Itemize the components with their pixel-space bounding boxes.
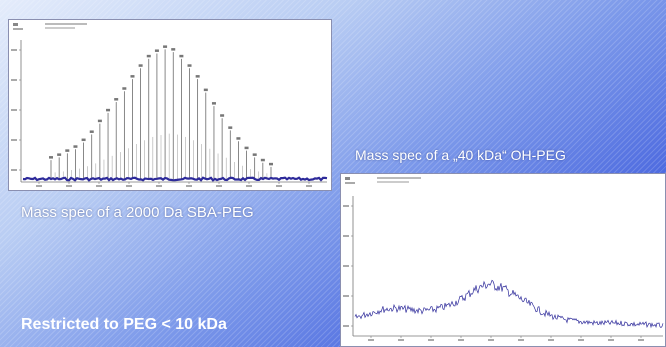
peak-label xyxy=(171,48,176,51)
y-tick-group xyxy=(343,205,353,327)
peak-label xyxy=(203,88,208,92)
peak-label xyxy=(106,108,111,112)
x-tick-group xyxy=(36,182,312,187)
baseline-trace xyxy=(22,176,328,182)
x-tick-label xyxy=(638,339,644,341)
y-tick-group xyxy=(11,49,21,171)
peak-label xyxy=(252,153,257,156)
x-tick-label xyxy=(578,339,584,341)
header-mark xyxy=(345,182,355,184)
x-tick-label xyxy=(518,339,524,341)
peak-label xyxy=(89,130,94,133)
y-tick-label xyxy=(11,49,17,51)
mass-spec-plot-left xyxy=(11,23,328,187)
x-tick-label xyxy=(36,185,42,187)
x-tick-label xyxy=(66,185,72,187)
chart-header-left xyxy=(13,23,87,30)
header-mark xyxy=(345,177,350,180)
peak-group xyxy=(49,45,273,179)
x-tick-label xyxy=(306,185,312,187)
header-mark xyxy=(45,23,87,25)
peak-label xyxy=(138,64,143,67)
peak-label xyxy=(57,153,62,156)
y-tick-label xyxy=(343,235,349,237)
peak-label xyxy=(269,162,273,166)
peak-label xyxy=(228,126,233,129)
y-tick-label xyxy=(11,169,17,171)
x-tick-group xyxy=(368,336,644,341)
x-tick-label xyxy=(126,185,132,187)
peak-label xyxy=(114,98,119,101)
mass-spec-chart-40kda xyxy=(340,173,666,347)
caption-2000da-spectrum: Mass spec of a 2000 Da SBA-PEG xyxy=(21,204,254,221)
header-mark xyxy=(13,28,23,30)
mass-spec-plot-right xyxy=(343,177,664,341)
peak-label xyxy=(220,114,225,117)
y-tick-label xyxy=(343,205,349,207)
peak-label xyxy=(244,146,249,150)
x-tick-label xyxy=(548,339,554,341)
header-mark xyxy=(45,27,75,29)
y-tick-label xyxy=(11,79,17,81)
peak-label xyxy=(260,158,265,162)
peak-label xyxy=(187,64,192,67)
mass-spec-chart-2000da xyxy=(8,19,332,191)
x-tick-label xyxy=(368,339,374,341)
peak-label xyxy=(130,75,135,78)
x-tick-label xyxy=(156,185,162,187)
peak-label xyxy=(236,137,241,140)
peak-label xyxy=(122,87,127,90)
peak-label xyxy=(65,149,70,152)
x-tick-label xyxy=(276,185,282,187)
y-tick-label xyxy=(343,295,349,297)
x-tick-label xyxy=(186,185,192,187)
chart-header-right xyxy=(345,177,421,184)
x-tick-label xyxy=(608,339,614,341)
y-tick-label xyxy=(343,265,349,267)
conclusion-text: Restricted to PEG < 10 kDa xyxy=(21,316,227,333)
peak-label xyxy=(81,138,86,142)
x-tick-label xyxy=(246,185,252,187)
y-tick-label xyxy=(11,139,17,141)
peak-label xyxy=(195,75,200,78)
y-tick-label xyxy=(11,109,17,111)
x-tick-label xyxy=(428,339,434,341)
spectrum-trace xyxy=(354,279,664,329)
x-tick-label xyxy=(96,185,102,187)
peak-label xyxy=(49,156,53,159)
header-mark xyxy=(13,23,18,26)
peak-label xyxy=(97,119,102,123)
peak-label xyxy=(179,54,184,58)
y-tick-label xyxy=(343,325,349,327)
x-tick-label xyxy=(216,185,222,187)
peak-label xyxy=(163,45,168,48)
peak-label xyxy=(146,54,151,58)
peak-label xyxy=(73,145,78,148)
header-mark xyxy=(377,181,409,183)
peak-label xyxy=(154,49,159,52)
header-mark xyxy=(377,177,421,179)
caption-40kda-spectrum: Mass spec of a „40 kDa“ OH-PEG xyxy=(355,147,566,163)
peak-label xyxy=(211,102,216,105)
x-tick-label xyxy=(488,339,494,341)
x-tick-label xyxy=(458,339,464,341)
x-tick-label xyxy=(398,339,404,341)
